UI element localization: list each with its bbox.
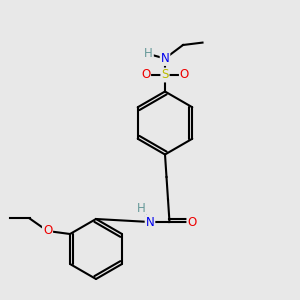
Text: O: O xyxy=(188,215,196,229)
Text: O: O xyxy=(141,68,150,82)
Text: O: O xyxy=(43,224,52,238)
Text: N: N xyxy=(146,215,154,229)
Text: H: H xyxy=(136,202,146,215)
Text: N: N xyxy=(160,52,169,65)
Text: S: S xyxy=(161,68,169,82)
Text: O: O xyxy=(180,68,189,82)
Text: H: H xyxy=(144,47,153,61)
